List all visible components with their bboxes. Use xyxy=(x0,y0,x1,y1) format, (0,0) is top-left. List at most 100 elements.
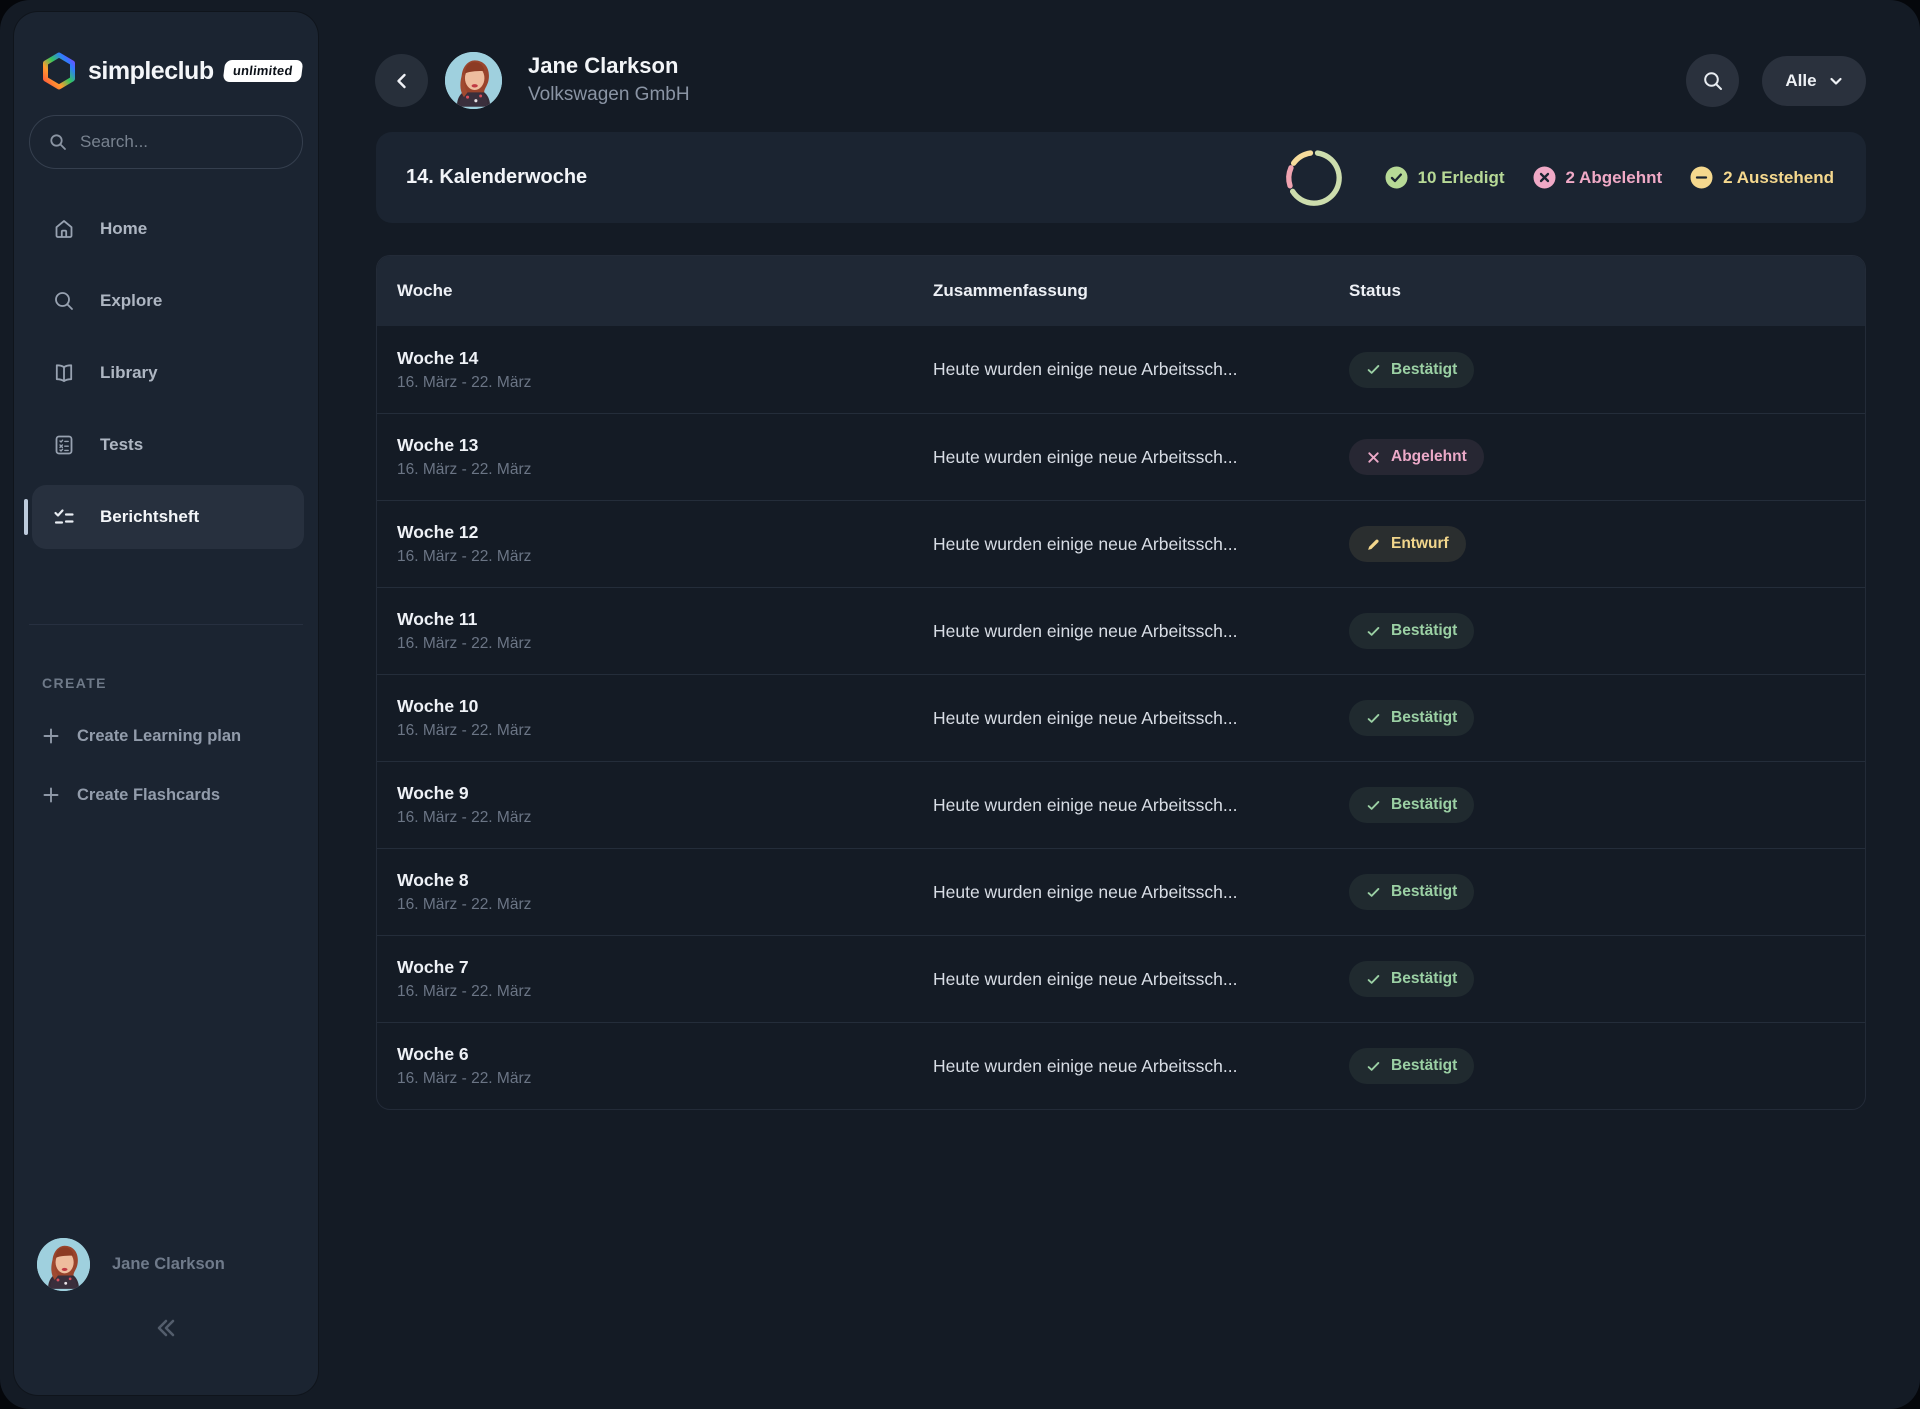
table-row[interactable]: Woche 10 16. März - 22. März Heute wurde… xyxy=(377,674,1865,761)
brand-name: simpleclub xyxy=(88,56,214,85)
stat-done: 10 Erledigt xyxy=(1385,166,1505,189)
week-title: Woche 8 xyxy=(397,870,469,890)
table-row[interactable]: Woche 6 16. März - 22. März Heute wurden… xyxy=(377,1022,1865,1109)
collapse-sidebar-icon[interactable] xyxy=(150,1312,182,1344)
brand-badge: unlimited xyxy=(222,60,303,82)
sidebar-item-berichtsheft[interactable]: Berichtsheft xyxy=(24,485,304,549)
nav-label: Tests xyxy=(100,435,144,454)
status-badge[interactable]: Bestätigt xyxy=(1349,351,1475,388)
minus-circle-icon xyxy=(1690,166,1713,189)
sidebar-divider xyxy=(29,624,303,625)
table-row[interactable]: Woche 8 16. März - 22. März Heute wurden… xyxy=(377,848,1865,935)
page-title: Jane Clarkson xyxy=(528,53,679,78)
table-row[interactable]: Woche 13 16. März - 22. März Heute wurde… xyxy=(377,413,1865,500)
table-row[interactable]: Woche 12 16. März - 22. März Heute wurde… xyxy=(377,500,1865,587)
week-summary: Heute wurden einige neue Arbeitssch... xyxy=(933,881,1238,902)
create-item-label: Create Learning plan xyxy=(77,726,242,745)
sidebar-item-tests[interactable]: Tests xyxy=(32,413,304,477)
checklist-icon xyxy=(54,509,74,524)
check-icon xyxy=(1367,887,1380,897)
check-icon xyxy=(1366,798,1381,813)
nav-label: Berichtsheft xyxy=(100,507,200,526)
week-summary: Heute wurden einige neue Arbeitssch... xyxy=(933,707,1238,728)
status-badge[interactable]: Entwurf xyxy=(1349,526,1466,562)
week-date-range: 16. März - 22. März xyxy=(397,983,532,1000)
check-icon xyxy=(1366,972,1381,987)
avatar xyxy=(445,52,502,109)
calendar-week-title: 14. Kalenderwoche xyxy=(406,166,588,188)
plus-icon xyxy=(43,787,59,803)
sidebar: simpleclub unlimited Home xyxy=(14,12,318,1395)
sidebar-search[interactable] xyxy=(29,115,303,169)
week-title: Woche 10 xyxy=(397,696,479,716)
check-icon xyxy=(1366,711,1381,726)
week-summary: Heute wurden einige neue Arbeitssch... xyxy=(933,794,1238,815)
check-icon xyxy=(1367,713,1380,723)
chevron-down-icon xyxy=(1829,77,1842,85)
sidebar-item-library[interactable]: Library xyxy=(32,341,304,405)
status-badge[interactable]: Bestätigt xyxy=(1349,1048,1475,1084)
pencil-icon xyxy=(1366,537,1381,552)
home-icon xyxy=(55,220,73,238)
week-summary: Heute wurden einige neue Arbeitssch... xyxy=(933,533,1238,554)
nav-label: Home xyxy=(100,219,148,238)
create-flashcards-button[interactable]: Create Flashcards xyxy=(42,770,220,820)
x-circle-icon xyxy=(1533,166,1555,189)
check-icon xyxy=(1367,800,1380,810)
week-date-range: 16. März - 22. März xyxy=(397,461,532,478)
brand: simpleclub unlimited xyxy=(40,52,303,90)
status-badge[interactable]: Bestätigt xyxy=(1349,787,1475,823)
calendar-week-card: 14. Kalenderwoche 10 Erledigt xyxy=(376,132,1866,223)
stat-label: 10 Erledigt xyxy=(1417,167,1505,187)
table-row[interactable]: Woche 9 16. März - 22. März Heute wurden… xyxy=(377,761,1865,848)
avatar xyxy=(37,1238,90,1291)
search-input[interactable] xyxy=(80,132,283,152)
filter-dropdown[interactable]: Alle xyxy=(1762,56,1866,106)
week-date-range: 16. März - 22. März xyxy=(397,373,532,391)
filter-label: Alle xyxy=(1785,71,1817,90)
table-row[interactable]: Woche 7 16. März - 22. März Heute wurden… xyxy=(377,935,1865,1022)
status-badge[interactable]: Bestätigt xyxy=(1349,613,1475,649)
check-icon xyxy=(1366,885,1381,900)
create-section-label: CREATE xyxy=(42,675,107,691)
plus-icon xyxy=(43,728,59,744)
create-learning-plan-button[interactable]: Create Learning plan xyxy=(42,711,241,761)
status-badge[interactable]: Bestätigt xyxy=(1349,700,1475,736)
table-row[interactable]: Woche 14 16. März - 22. März Heute wurde… xyxy=(377,326,1865,413)
stat-rejected: 2 Abgelehnt xyxy=(1533,166,1663,189)
status-badge[interactable]: Bestätigt xyxy=(1349,961,1475,997)
column-header-zusammenfassung: Zusammenfassung xyxy=(933,281,1088,300)
sidebar-item-home[interactable]: Home xyxy=(32,197,304,261)
status-badge[interactable]: Abgelehnt xyxy=(1349,439,1484,475)
check-icon xyxy=(1367,974,1380,984)
week-date-range: 16. März - 22. März xyxy=(397,809,532,826)
week-date-range: 16. März - 22. März xyxy=(397,1070,532,1087)
sidebar-user[interactable]: Jane Clarkson xyxy=(37,1238,225,1291)
week-date-range: 16. März - 22. März xyxy=(397,548,532,565)
nav-label: Library xyxy=(100,363,158,382)
week-title: Woche 6 xyxy=(397,1044,469,1064)
check-circle-icon xyxy=(1385,166,1408,189)
stat-pending: 2 Ausstehend xyxy=(1690,166,1834,189)
week-date-range: 16. März - 22. März xyxy=(397,635,532,652)
main-content: Jane Clarkson Volkswagen GmbH Alle 14. K… xyxy=(332,0,1920,1409)
simpleclub-logo-icon xyxy=(43,52,75,90)
search-icon xyxy=(55,292,73,310)
stat-label: 2 Ausstehend xyxy=(1723,167,1834,187)
week-title: Woche 11 xyxy=(397,609,478,629)
week-date-range: 16. März - 22. März xyxy=(397,896,532,913)
week-summary: Heute wurden einige neue Arbeitssch... xyxy=(933,359,1238,379)
back-button[interactable] xyxy=(375,54,428,107)
table-row[interactable]: Woche 11 16. März - 22. März Heute wurde… xyxy=(377,587,1865,674)
search-button[interactable] xyxy=(1686,54,1739,107)
check-icon xyxy=(1367,365,1380,374)
progress-donut-chart xyxy=(1285,149,1342,206)
status-badge[interactable]: Bestätigt xyxy=(1349,874,1475,910)
nav-label: Explore xyxy=(100,291,163,310)
column-header-status: Status xyxy=(1349,281,1401,300)
stat-label: 2 Abgelehnt xyxy=(1565,167,1663,187)
sidebar-nav: Home Explore Library xyxy=(14,189,318,557)
search-icon xyxy=(1703,71,1722,90)
sidebar-item-explore[interactable]: Explore xyxy=(32,269,304,333)
check-icon xyxy=(1366,362,1381,377)
